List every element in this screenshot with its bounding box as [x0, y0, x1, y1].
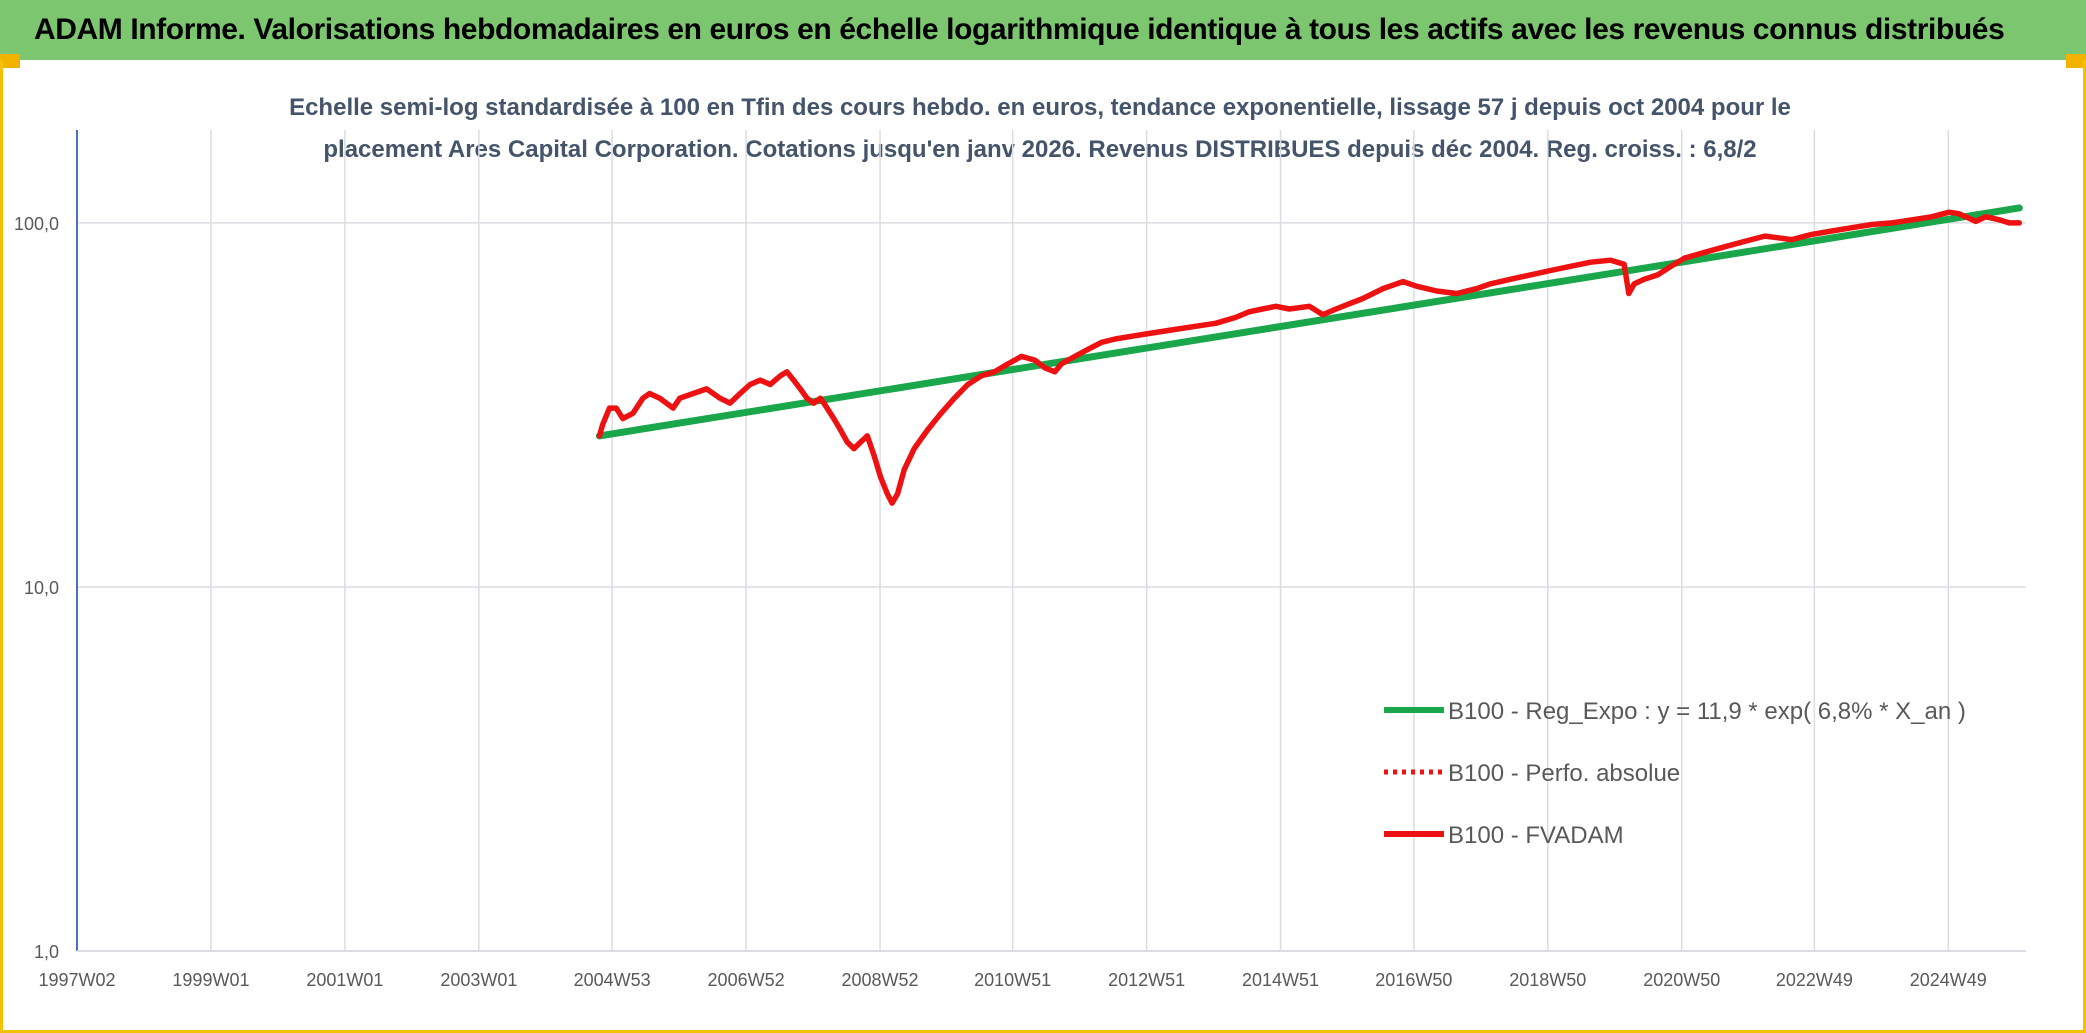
x-tick-label: 2018W50	[1509, 970, 1586, 990]
x-tick-label: 2006W52	[708, 970, 785, 990]
legend: B100 - Reg_Expo : y = 11,9 * exp( 6,8% *…	[1384, 698, 1966, 849]
x-tick-label: 2016W50	[1375, 970, 1452, 990]
report-title: ADAM Informe. Valorisations hebdomadaire…	[34, 13, 2005, 46]
fvadam-series-line	[596, 209, 2023, 506]
axes: 1,0 10,0 100,0 1997W02 1999W01 2001W01 2003W01…	[14, 130, 2026, 990]
report-banner: ADAM Informe. Valorisations hebdomadaire…	[0, 0, 2086, 60]
x-tick-label: 2014W51	[1242, 970, 1319, 990]
x-tick-label: 2020W50	[1643, 970, 1720, 990]
chart-title-line-1: Echelle semi-log standardisée à 100 en T…	[289, 94, 1791, 121]
x-tick-label: 2024W49	[1910, 970, 1987, 990]
corner-marker-right	[2066, 54, 2086, 68]
y-tick-label: 100,0	[14, 214, 59, 234]
x-tick-label: 2001W01	[306, 970, 383, 990]
chart-title-line-2: placement Ares Capital Corporation. Cota…	[323, 136, 1756, 163]
legend-label: B100 - FVADAM	[1448, 822, 1624, 849]
x-tick-label: 2008W52	[842, 970, 919, 990]
x-tick-label: 1999W01	[172, 970, 249, 990]
chart-frame	[0, 60, 2086, 1033]
x-tick-label: 2004W53	[574, 970, 651, 990]
x-tick-label: 2022W49	[1776, 970, 1853, 990]
regression-trend-line	[595, 204, 2023, 440]
x-tick-label: 2003W01	[440, 970, 517, 990]
legend-label: B100 - Perfo. absolue	[1448, 760, 1680, 787]
corner-marker-left	[0, 54, 20, 68]
y-tick-label: 10,0	[24, 578, 59, 598]
x-tick-label: 2012W51	[1108, 970, 1185, 990]
y-tick-label: 1,0	[34, 942, 59, 962]
series-layer	[595, 204, 2023, 506]
x-tick-label: 1997W02	[38, 970, 115, 990]
x-tick-label: 2010W51	[974, 970, 1051, 990]
chart-title: Echelle semi-log standardisée à 100 en T…	[289, 94, 1791, 163]
legend-label: B100 - Reg_Expo : y = 11,9 * exp( 6,8% *…	[1448, 698, 1966, 725]
